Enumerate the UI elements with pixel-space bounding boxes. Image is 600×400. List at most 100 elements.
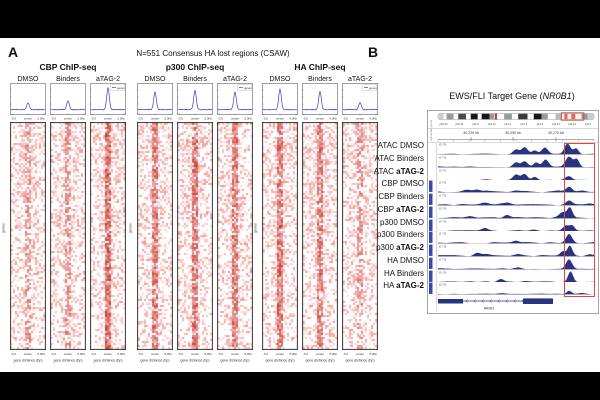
svg-text:center: center (104, 116, 112, 120)
column-label-p300-binders: Binders (183, 76, 207, 83)
svg-text:30,270 kb: 30,270 kb (548, 131, 564, 135)
svg-text:30,230 kb: 30,230 kb (463, 131, 479, 135)
svg-text:5.0Kb: 5.0Kb (37, 352, 45, 356)
signal-track-atac-binders: [0-75] (436, 155, 598, 168)
gene-name-italic: NR0B1 (542, 91, 572, 101)
svg-text:center: center (316, 116, 324, 120)
track-label-target: CBP (377, 204, 397, 214)
svg-text:5.0Kb: 5.0Kb (117, 116, 125, 120)
signal-track-ha-dmso: [0-75] (429, 257, 598, 270)
track-label-condition: aTAG-2 (396, 243, 424, 252)
svg-text:-5.0: -5.0 (218, 116, 223, 120)
profile-xticks-ha-atag-2: -5.0 center 5.0Kb (343, 116, 377, 120)
svg-text:-5.0: -5.0 (91, 352, 96, 356)
svg-text:gene distance (bp): gene distance (bp) (94, 359, 123, 363)
profile-legend: genes (362, 84, 377, 91)
track-range-label: [0-75] (439, 270, 446, 274)
track-label-condition: Binders (396, 230, 424, 240)
column-label-ha-dmso: DMSO (269, 76, 291, 83)
svg-text:5.0Kb: 5.0Kb (164, 116, 172, 120)
heatmap-p300-atag-2 (217, 122, 253, 350)
svg-text:center: center (64, 116, 72, 120)
svg-text:gene distance (bp): gene distance (bp) (221, 359, 250, 363)
profile-plot-p300-dmso (137, 83, 173, 115)
svg-text:5.0Kb: 5.0Kb (369, 352, 377, 356)
track-range-label: [0-75] (439, 219, 446, 223)
track-range-label: [0-75] (439, 193, 446, 197)
highlight-region-box (564, 143, 595, 297)
svg-text:gene distance (bp): gene distance (bp) (266, 359, 295, 363)
heatmap-xaxis-ha-binders: -5.0 center 5.0Kb gene distance (bp) (303, 352, 337, 362)
track-label-target: HA (383, 281, 397, 291)
svg-text:5.0Kb: 5.0Kb (289, 352, 297, 356)
svg-text:5.0Kb: 5.0Kb (117, 352, 125, 356)
panel-b-title: EWS/FLI Target Gene (NR0B1) (427, 91, 597, 101)
track-label-ha-atag-2: HA aTAG-2 (320, 280, 424, 293)
profile-plot-ha-dmso (262, 83, 298, 115)
svg-text:-5.0: -5.0 (178, 352, 183, 356)
signal-track-cbp-dmso: [0-75] (429, 181, 598, 193)
svg-text:5.0Kb: 5.0Kb (329, 116, 337, 120)
svg-text:genes: genes (369, 86, 377, 90)
gene-model-track: NR0B1 (438, 298, 554, 311)
track-label-p300-binders: p300 Binders (320, 229, 424, 242)
gutter-divider (435, 142, 437, 311)
track-label-target: HA (387, 255, 400, 265)
svg-text:genes: genes (117, 86, 125, 90)
svg-text:30,250 kb: 30,250 kb (505, 131, 521, 135)
panel-b-label: B (368, 44, 379, 60)
svg-text:genes: genes (244, 86, 252, 90)
svg-text:5.0Kb: 5.0Kb (164, 352, 172, 356)
svg-text:5.0Kb: 5.0Kb (204, 116, 212, 120)
heatmap-p300-dmso (137, 122, 173, 350)
signal-track-ha-atag-2: [0-75] (429, 283, 598, 295)
track-label-ha-binders: HA Binders (320, 268, 424, 281)
svg-text:-5.0: -5.0 (303, 116, 308, 120)
profile-plot-ha-binders (302, 83, 338, 115)
column-label-cbp-binders: Binders (56, 76, 80, 83)
profile-plot-p300-atag-2: genes (217, 83, 253, 115)
heatmap-xaxis-cbp-dmso: -5.0 center 5.0Kb gene distance (bp) (11, 352, 45, 362)
figure-content: A N=551 Consensus HA lost regions (CSAW)… (0, 38, 600, 372)
signal-track-atac-atag-2: [0-75] (436, 168, 598, 181)
track-label-target: HA (383, 268, 397, 278)
svg-text:center: center (151, 116, 159, 120)
group-header-1: p300 ChIP-seq (165, 62, 225, 72)
signal-track-cbp-binders: [0-75] (429, 193, 598, 206)
svg-text:-5.0: -5.0 (138, 352, 143, 356)
track-label-target: ATAC (374, 153, 397, 163)
track-label-condition: aTAG-2 (396, 204, 424, 214)
track-label-atac-atag-2: ATAC aTAG-2 (320, 166, 424, 179)
column-label-p300-dmso: DMSO (144, 76, 166, 83)
track-label-p300-atag-2: p300 aTAG-2 (320, 242, 424, 255)
svg-text:q11.2: q11.2 (585, 122, 592, 126)
profile-legend: genes (237, 84, 252, 91)
heatmap-cbp-dmso (10, 122, 46, 350)
gene-name-label: NR0B1 (484, 307, 495, 311)
svg-text:-5.0: -5.0 (51, 116, 56, 120)
svg-text:-5.0: -5.0 (91, 116, 96, 120)
column-label-cbp-atag-2: aTAG-2 (96, 76, 120, 83)
svg-text:p22.31: p22.31 (456, 122, 464, 126)
svg-text:center: center (356, 116, 364, 120)
svg-text:-5.0: -5.0 (11, 352, 16, 356)
signal-track-p300-atag-2: [0-75] (429, 244, 598, 257)
profile-xticks-p300-binders: -5.0 center 5.0Kb (178, 116, 212, 120)
heatmap-xaxis-cbp-binders: -5.0 center 5.0Kb gene distance (bp) (51, 352, 85, 363)
svg-text:center: center (191, 116, 199, 120)
svg-text:p11.23: p11.23 (552, 122, 560, 126)
svg-text:5.0Kb: 5.0Kb (244, 116, 252, 120)
svg-text:5.0Kb: 5.0Kb (329, 352, 337, 356)
genome-browser-panel: p22.33 p22.31 p22.2 p22.12 p21.3 p21.1 p11.4 p1… (427, 110, 599, 314)
svg-text:center: center (104, 352, 112, 356)
svg-text:center: center (64, 352, 72, 356)
column-label-ha-binders: Binders (308, 76, 332, 83)
track-label-ha-dmso: HA DMSO (320, 255, 424, 268)
track-range-label: [0-75] (439, 155, 446, 159)
track-label-cbp-atag-2: CBP aTAG-2 (320, 204, 424, 217)
profile-xticks-cbp-atag-2: -5.0 center 5.0Kb (91, 116, 125, 120)
heatmap-p300-binders (177, 122, 213, 350)
svg-text:gene distance (bp): gene distance (bp) (54, 359, 83, 363)
heatmap-ylabel-1: genes (129, 223, 133, 233)
